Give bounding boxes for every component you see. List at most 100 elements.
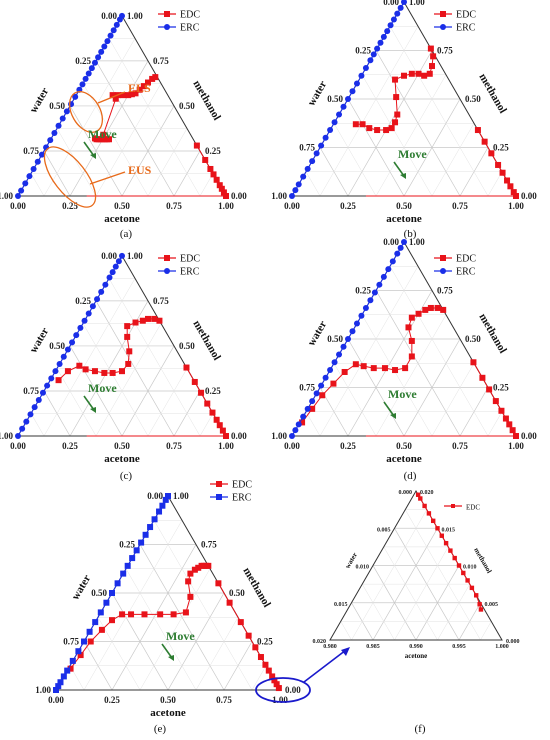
data-point-edc [474, 127, 481, 134]
axis-title-left: water [305, 79, 329, 108]
legend-label: EDC [232, 480, 252, 491]
data-point-edc [100, 131, 107, 138]
data-point-erc [331, 359, 338, 366]
legend-marker [440, 255, 446, 261]
data-point-erc [358, 312, 365, 319]
data-point-edc [374, 127, 381, 134]
tick-label-left: 0.00 [101, 11, 117, 21]
panel-label: (d) [404, 470, 417, 482]
data-point-edc [408, 337, 415, 344]
move-arrowhead [90, 153, 96, 159]
data-point-edc [187, 570, 194, 577]
tick-label-right: 0.00 [231, 431, 247, 441]
zoom-indicator [255, 647, 350, 703]
grid-line-minor [139, 568, 211, 691]
tick-label-right: 0.00 [285, 685, 301, 695]
data-point-edc [507, 183, 514, 190]
data-point-erc [322, 374, 329, 381]
data-point-erc [114, 580, 121, 587]
data-point-erc [367, 57, 374, 64]
axis-title-left: water [27, 86, 51, 115]
tick-label-bottom: 0.75 [452, 441, 468, 451]
data-point-edc [381, 365, 388, 372]
tick-label-left: 0.00 [101, 251, 117, 261]
tick-label-bottom: 0.995 [452, 644, 466, 650]
data-point-erc [81, 638, 87, 645]
data-point-edc [388, 125, 395, 132]
tick-label-left: 0.50 [49, 341, 65, 351]
eus-ellipse [43, 146, 97, 208]
data-point-erc [34, 158, 41, 165]
grid-line [347, 98, 405, 197]
tick-label-right: 0.50 [179, 341, 195, 351]
data-point-edc [465, 578, 470, 583]
data-point-edc [401, 72, 407, 79]
data-point-edc [193, 142, 200, 149]
grid-line-minor [431, 363, 475, 437]
data-point-edc [112, 95, 119, 102]
data-point-edc [125, 92, 132, 99]
tick-label-right: 1.00 [127, 251, 143, 261]
series-erc [289, 0, 407, 199]
tick-label-bottom: 0.50 [160, 695, 176, 705]
axis-title-bottom: acetone [104, 453, 140, 465]
tick-label-left: 0.75 [23, 386, 39, 396]
tick-label-right: 1.00 [127, 11, 143, 21]
data-point-erc [30, 165, 37, 172]
data-point-erc [88, 65, 95, 72]
grid-line-minor [147, 368, 188, 437]
data-point-erc [116, 16, 123, 23]
data-point-erc [69, 657, 76, 664]
tick-label-right: 0.25 [205, 386, 221, 396]
tick-label-left: 0.00 [383, 237, 399, 247]
axis-title-left: water [27, 326, 51, 355]
data-point-erc [60, 353, 67, 360]
data-point-edc [109, 617, 115, 624]
data-point-erc [68, 101, 75, 108]
data-point-erc [147, 524, 154, 531]
data-point-edc [262, 661, 269, 668]
grid-line-minor [82, 323, 149, 437]
data-point-edc [139, 317, 146, 324]
data-point-edc [98, 626, 105, 633]
data-point-erc [75, 648, 82, 655]
tick-label-bottom: 0.25 [62, 441, 78, 451]
tick-label-bottom: 0.980 [323, 644, 337, 650]
tick-label-right: 0.50 [179, 101, 195, 111]
panel-label: (c) [120, 470, 133, 482]
eus-arrow [89, 171, 126, 185]
legend-label: EDC [180, 254, 200, 265]
tick-label-bottom: 0.985 [366, 644, 380, 650]
move-arrow [83, 141, 95, 157]
grid-line-minor [108, 38, 201, 197]
data-point-edc [273, 681, 280, 688]
grid-line [403, 338, 461, 437]
move-arrow [161, 643, 173, 659]
data-point-edc [452, 555, 457, 561]
data-point-edc [109, 92, 116, 99]
ternary-panel-6: 0.980 0.985 0.990 0.995 1.0000.0000.0050.010… [313, 490, 520, 735]
data-point-erc [385, 266, 392, 273]
data-point-edc [393, 94, 400, 101]
tick-label-left: 0.000 [399, 490, 413, 496]
data-point-erc [151, 516, 158, 523]
data-point-erc [327, 367, 334, 374]
tick-label-right: 1.00 [173, 491, 189, 501]
data-point-erc [97, 609, 104, 616]
legend: EDC ERC [158, 10, 200, 34]
axis-title-left: water [69, 573, 93, 602]
data-point-edc [430, 53, 437, 60]
tick-label-right: 0.50 [465, 334, 481, 344]
legend-marker [216, 494, 222, 500]
panel-label: (a) [120, 228, 133, 240]
tick-label-left: 0.25 [355, 286, 371, 296]
data-point-erc [64, 346, 71, 353]
data-point-edc [488, 150, 495, 157]
data-point-erc [72, 93, 79, 100]
data-point-erc [292, 427, 299, 434]
data-point-erc [64, 667, 71, 674]
data-point-erc [336, 351, 343, 358]
data-point-erc [60, 673, 67, 680]
data-point-erc [358, 72, 365, 79]
